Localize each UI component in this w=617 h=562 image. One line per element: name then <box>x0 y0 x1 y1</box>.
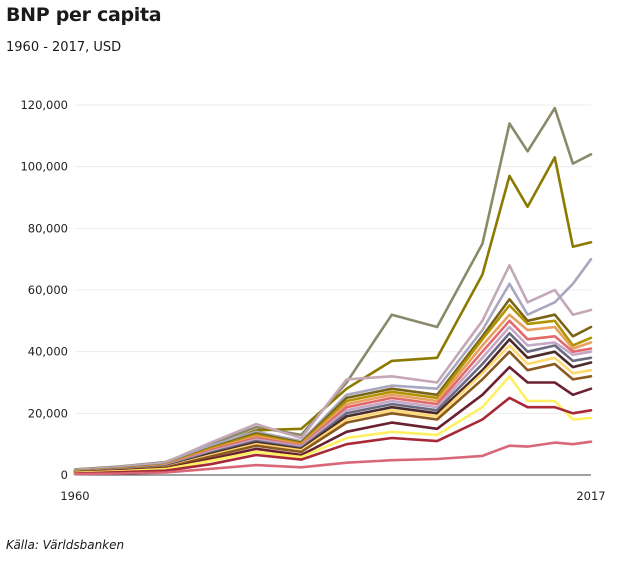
series-line <box>73 350 593 474</box>
x-tick-label: 2017 <box>576 489 605 503</box>
y-tick-label: 100,000 <box>20 160 68 174</box>
series-line <box>73 396 593 475</box>
y-tick-label: 120,000 <box>20 98 68 112</box>
series-line <box>73 375 593 475</box>
series-line <box>73 440 593 476</box>
y-tick-label: 0 <box>61 468 68 482</box>
x-tick-label: 1960 <box>60 489 89 503</box>
chart-title: BNP per capita <box>6 4 162 26</box>
series-lines <box>73 106 593 476</box>
source-note: Källa: Världsbanken <box>6 538 125 552</box>
chart-subtitle: 1960 - 2017, USD <box>6 40 122 55</box>
y-tick-labels: 0 20,000 40,000 60,000 80,000 100,000 120,000 <box>20 98 68 482</box>
y-tick-label: 40,000 <box>28 345 68 359</box>
series-line <box>73 338 593 474</box>
y-tick-label: 60,000 <box>28 283 68 297</box>
x-tick-labels: 1960 2017 <box>60 489 605 503</box>
series-line <box>73 264 593 472</box>
series-line <box>73 331 593 474</box>
y-tick-label: 20,000 <box>28 406 68 420</box>
y-tick-label: 80,000 <box>28 221 68 235</box>
